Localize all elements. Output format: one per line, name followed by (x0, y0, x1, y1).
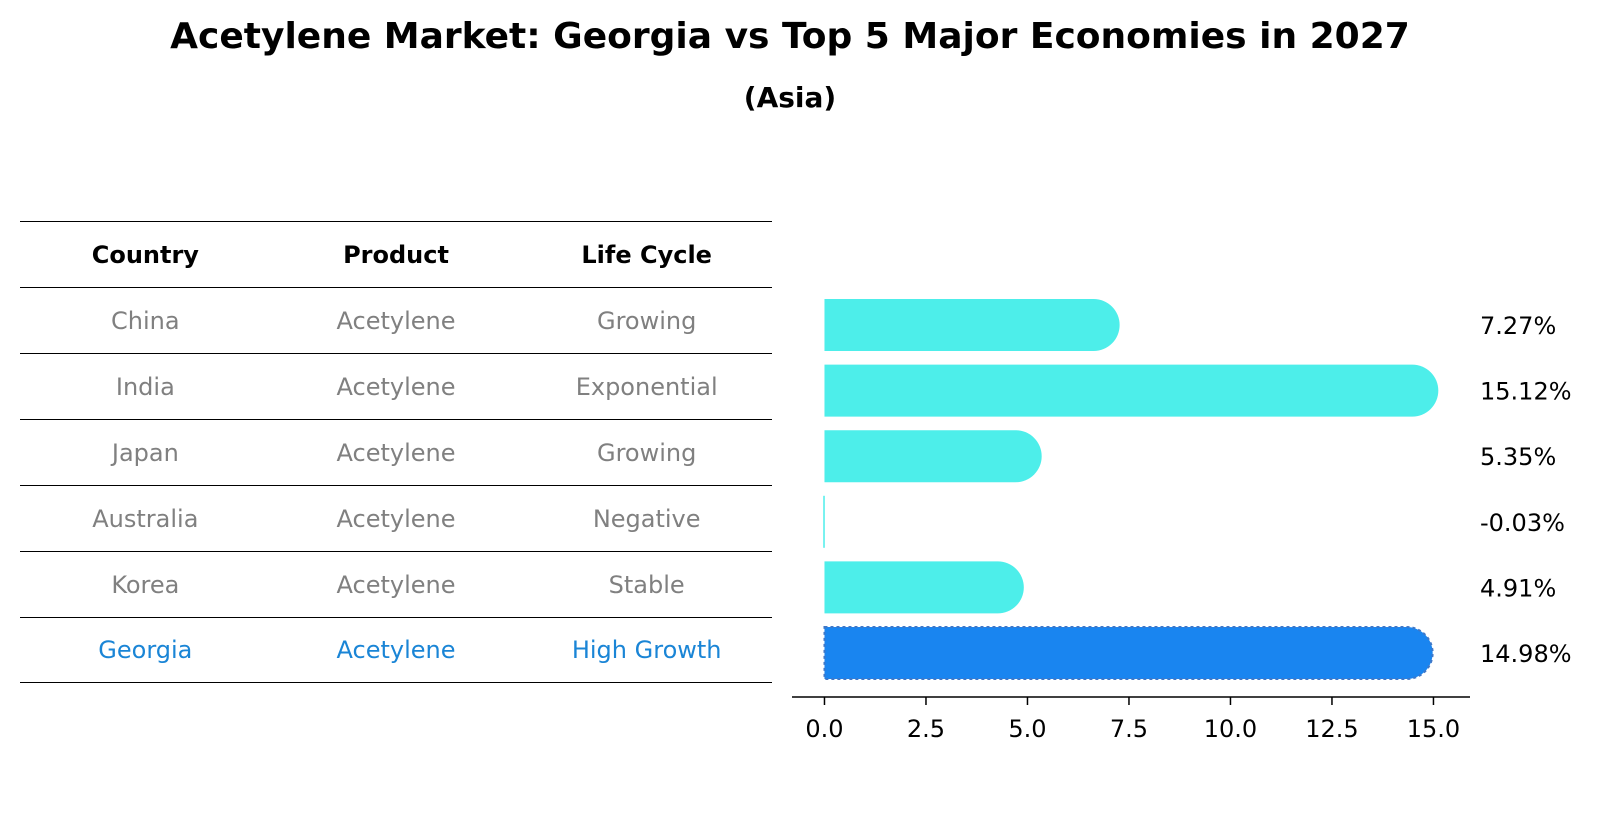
cell-life-cycle: Exponential (575, 372, 718, 401)
cell-product: Acetylene (336, 372, 456, 401)
cell-country: Japan (111, 438, 179, 467)
x-tick-label: 0.0 (805, 715, 843, 743)
x-tick-label: 12.5 (1305, 715, 1358, 743)
chart-title: Acetylene Market: Georgia vs Top 5 Major… (170, 16, 1410, 57)
x-tick-label: 10.0 (1204, 715, 1257, 743)
bar (824, 430, 1042, 483)
bar-value-label: 5.35% (1480, 443, 1556, 471)
bar (824, 299, 1120, 351)
header-product: Product (343, 240, 449, 269)
bar-value-label: 4.91% (1480, 574, 1556, 602)
cell-product: Acetylene (336, 504, 456, 533)
data-table: Country Product Life Cycle China Acetyle… (20, 221, 772, 683)
x-tick-label: 2.5 (907, 715, 945, 743)
cell-product: Acetylene (336, 636, 456, 664)
bar (824, 364, 1439, 417)
cell-country: India (115, 372, 175, 401)
cell-life-cycle: Negative (592, 504, 701, 533)
header-country: Country (91, 240, 199, 269)
chart-subtitle: (Asia) (743, 81, 837, 114)
table-row: China Acetylene Growing (20, 287, 772, 353)
cell-country: Korea (111, 570, 180, 599)
cell-country: Australia (92, 504, 199, 533)
x-tick-label: 7.5 (1110, 715, 1148, 743)
header-life-cycle: Life Cycle (581, 240, 712, 269)
cell-product: Acetylene (336, 570, 456, 599)
table-row: Korea Acetylene Stable (20, 551, 772, 617)
table-row-highlight: Georgia Acetylene High Growth (20, 617, 772, 683)
cell-life-cycle: Growing (596, 306, 697, 335)
bar (823, 495, 825, 548)
cell-life-cycle: Growing (596, 438, 697, 467)
bar-value-label: -0.03% (1480, 509, 1565, 537)
bar-value-label: 15.12% (1480, 378, 1572, 406)
bar (824, 561, 1024, 614)
table-row: Japan Acetylene Growing (20, 419, 772, 485)
bar (823, 626, 1434, 680)
table-header-row: Country Product Life Cycle (20, 221, 772, 287)
x-tick-label: 5.0 (1008, 715, 1046, 743)
cell-life-cycle: Stable (608, 570, 685, 599)
bar-value-label: 14.98% (1480, 640, 1572, 668)
table-row: Australia Acetylene Negative (20, 485, 772, 551)
cell-country: Georgia (98, 636, 193, 664)
cell-life-cycle: High Growth (571, 636, 722, 664)
cell-product: Acetylene (336, 438, 456, 467)
cell-product: Acetylene (336, 306, 456, 335)
bar-value-label: 7.27% (1480, 312, 1556, 340)
x-tick-label: 15.0 (1407, 715, 1460, 743)
cell-country: China (111, 306, 180, 335)
table-row: India Acetylene Exponential (20, 353, 772, 419)
